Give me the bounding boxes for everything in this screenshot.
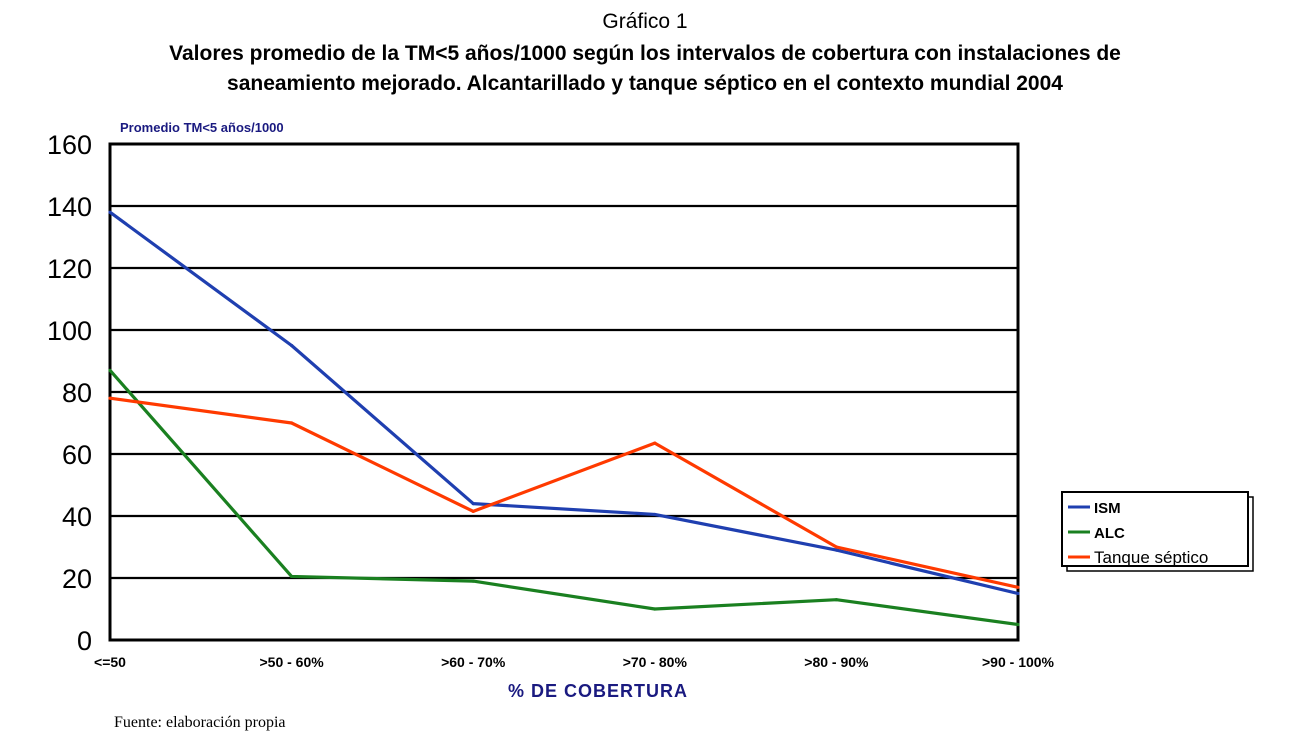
- x-axis-label: % DE COBERTURA: [508, 681, 688, 701]
- y-tick-labels: 0 20 40 60 80 100 120 140 160: [47, 130, 92, 656]
- data-point: [1016, 591, 1020, 596]
- x-tick-label: >90 - 100%: [982, 654, 1055, 670]
- y-tick-label: 140: [47, 192, 92, 222]
- data-point: [471, 502, 475, 506]
- data-point: [471, 579, 475, 583]
- series-line-ism: [109, 210, 1019, 596]
- x-tick-label: >70 - 80%: [623, 654, 688, 670]
- data-point: [290, 343, 294, 348]
- y-tick-label: 160: [47, 130, 92, 160]
- series-line-alc: [108, 369, 1019, 627]
- data-point: [653, 607, 657, 611]
- y-tick-label: 60: [62, 440, 92, 470]
- data-point: [653, 441, 657, 445]
- x-tick-label: >60 - 70%: [441, 654, 506, 670]
- data-point: [108, 210, 112, 214]
- data-point: [653, 512, 657, 517]
- source-note: Fuente: elaboración propia: [114, 714, 286, 731]
- y-tick-label: 100: [47, 316, 92, 346]
- legend-box: [1061, 491, 1249, 567]
- legend-label: Tanque séptico: [1094, 548, 1208, 567]
- data-point: [1016, 585, 1020, 589]
- x-tick-labels: <=50 >50 - 60% >60 - 70% >70 - 80% >80 - 90%…: [94, 654, 1055, 670]
- legend: ISM ALC Tanque séptico: [1061, 491, 1254, 572]
- series-line-tanque-septico: [109, 396, 1019, 589]
- data-point: [834, 598, 839, 602]
- data-point: [290, 574, 294, 579]
- chart-title-line-2: saneamiento mejorado. Alcantarillado y t…: [227, 72, 1063, 95]
- series-lines: [108, 210, 1020, 627]
- data-point: [834, 548, 839, 552]
- x-tick-label: <=50: [94, 654, 126, 670]
- legend-label: ISM: [1094, 500, 1121, 517]
- data-point: [290, 421, 294, 425]
- data-point: [108, 396, 112, 400]
- chart-title-line-1: Valores promedio de la TM<5 años/1000 se…: [169, 42, 1121, 65]
- y-tick-label: 20: [62, 564, 92, 594]
- y-axis-label: Promedio TM<5 años/1000: [120, 120, 284, 135]
- gridlines: [110, 204, 1018, 580]
- legend-label: ALC: [1094, 525, 1125, 542]
- data-point: [834, 545, 839, 549]
- y-tick-label: 120: [47, 254, 92, 284]
- figure-label: Gráfico 1: [602, 10, 687, 33]
- data-point: [108, 368, 112, 372]
- y-tick-label: 40: [62, 502, 92, 532]
- y-tick-label: 0: [77, 626, 92, 656]
- data-point: [471, 509, 475, 513]
- y-tick-label: 80: [62, 378, 92, 408]
- data-point: [1016, 622, 1020, 627]
- x-tick-label: >50 - 60%: [259, 654, 324, 670]
- x-tick-label: >80 - 90%: [804, 654, 869, 670]
